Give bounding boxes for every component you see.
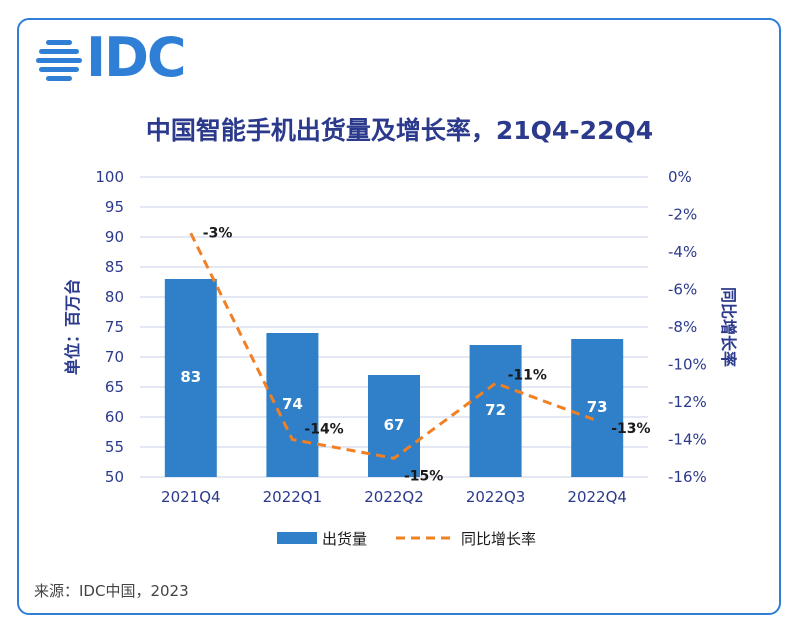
growth-line-path: [189, 232, 598, 460]
left-tick-label: 55: [105, 438, 124, 456]
bars: 83 74 67 72 73: [164, 279, 624, 477]
left-tick-label: 75: [105, 318, 124, 336]
left-tick-label: 80: [105, 288, 124, 306]
x-tick-label: 2022Q2: [364, 488, 424, 506]
right-tick-label: -2%: [668, 206, 697, 224]
left-tick-label: 100: [95, 168, 124, 186]
bar-value-label: 67: [384, 416, 405, 434]
legend-swatch-bar: [277, 532, 317, 544]
right-tick-label: -14%: [668, 431, 707, 449]
bar-value-label: 74: [282, 395, 303, 413]
chart-title: 中国智能手机出货量及增长率，21Q4-22Q4: [145, 116, 654, 145]
legend-label-bar: 出货量: [322, 530, 367, 548]
bar-value-label: 72: [485, 401, 506, 419]
x-tick-label: 2022Q1: [263, 488, 323, 506]
bar: [164, 279, 217, 477]
legend: 出货量 同比增长率: [277, 530, 536, 548]
chart-card: [17, 18, 781, 615]
right-tick-label: -6%: [668, 281, 697, 299]
left-tick-label: 95: [105, 198, 124, 216]
growth-label: -13%: [611, 421, 650, 437]
logo-text: IDC: [86, 26, 187, 89]
x-tick-label: 2022Q4: [567, 488, 627, 506]
growth-label: -3%: [203, 225, 233, 241]
right-tick-label: -16%: [668, 468, 707, 486]
left-tick-label: 60: [105, 408, 124, 426]
left-axis: 50 55 60 65 70 75 80 85 90 95 100: [95, 168, 124, 486]
source-note: 来源：IDC中国，2023: [34, 582, 189, 600]
growth-line: -3% -14% -15% -11% -13%: [189, 225, 651, 484]
bar-value-label: 73: [587, 398, 608, 416]
x-tick-label: 2022Q3: [466, 488, 526, 506]
bar: [266, 333, 319, 477]
growth-label: -11%: [508, 367, 547, 383]
growth-label: -14%: [304, 422, 343, 438]
left-axis-title: 单位：百万台: [63, 279, 82, 375]
growth-label: -15%: [404, 468, 443, 484]
globe-icon: [36, 40, 82, 81]
bar: [368, 375, 420, 477]
right-tick-label: -10%: [668, 356, 707, 374]
right-tick-label: -8%: [668, 318, 697, 336]
right-axis: -16% -14% -12% -10% -8% -6% -4% -2% 0%: [668, 168, 707, 486]
bar-value-label: 83: [180, 368, 201, 386]
x-tick-label: 2021Q4: [161, 488, 221, 506]
legend-label-line: 同比增长率: [461, 530, 536, 548]
x-axis: 2021Q4 2022Q1 2022Q2 2022Q3 2022Q4: [161, 488, 627, 506]
left-tick-label: 90: [105, 228, 124, 246]
left-tick-label: 85: [105, 258, 124, 276]
axis-titles: 单位：百万台 同比增长率: [63, 279, 738, 375]
bar: [571, 339, 624, 477]
bar: [469, 345, 522, 477]
left-tick-label: 50: [105, 468, 124, 486]
right-axis-title: 同比增长率: [719, 287, 738, 367]
idc-logo: IDC: [36, 26, 187, 89]
left-tick-label: 65: [105, 378, 124, 396]
left-tick-label: 70: [105, 348, 124, 366]
right-tick-label: 0%: [668, 168, 692, 186]
right-tick-label: -12%: [668, 393, 707, 411]
right-tick-label: -4%: [668, 243, 697, 261]
